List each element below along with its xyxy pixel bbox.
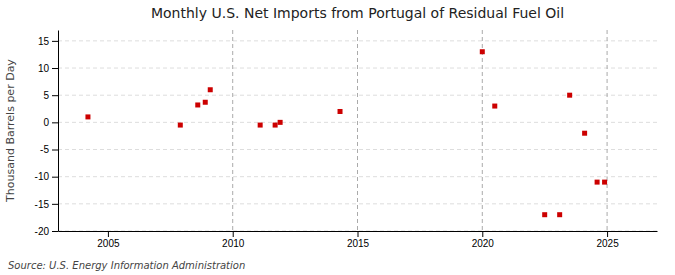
y-tick: 15 [38, 36, 58, 47]
plot-area: 2005 2010 2015 2020 2025 -20 -15 -10 -5 0 5 10 15 [35, 30, 658, 249]
x-tick-mark [607, 231, 608, 237]
y-tick-mark [52, 41, 58, 42]
point [195, 102, 200, 107]
x-tick: 2020 [472, 231, 495, 249]
y-tick-label: 5 [43, 90, 49, 101]
point [542, 212, 547, 217]
y-tick-mark [52, 231, 58, 232]
point [85, 114, 90, 119]
y-tick: 10 [38, 63, 58, 74]
point [557, 212, 562, 217]
point [492, 104, 497, 109]
point [480, 49, 485, 54]
y-tick: 5 [43, 90, 58, 101]
annotation: Source: U.S. Energy Information Administ… [8, 260, 245, 271]
point [258, 123, 263, 128]
y-axis: -20 -15 -10 -5 0 5 10 15 [35, 31, 59, 237]
x-axis: 2005 2010 2015 2020 2025 [59, 231, 658, 249]
x-tick-mark [108, 231, 109, 237]
point [278, 120, 283, 125]
y-tick-mark [52, 68, 58, 69]
x-tick: 2015 [347, 231, 370, 249]
x-tick-label: 2010 [222, 238, 245, 249]
point [595, 180, 600, 185]
x-tick-label: 2020 [472, 238, 495, 249]
y-tick-label: 0 [43, 117, 49, 128]
reference-lines [233, 30, 607, 231]
reference-line [232, 30, 233, 231]
reference-line [482, 30, 483, 231]
point [203, 100, 208, 105]
y-tick-label: 15 [38, 36, 50, 47]
chart: 2005 2010 2015 2020 2025 -20 -15 -10 -5 0 5 10 15 Mon… [0, 0, 675, 275]
y-tick-mark [52, 122, 58, 123]
grid-line [58, 203, 657, 204]
point [273, 123, 278, 128]
x-tick-label: 2005 [97, 238, 120, 249]
reference-line [357, 30, 358, 231]
y-tick: 0 [43, 117, 58, 128]
point [208, 87, 213, 92]
y-tick-mark [52, 204, 58, 205]
y-tick-mark [52, 150, 58, 151]
point [582, 131, 587, 136]
y-tick-label: -20 [35, 226, 50, 237]
title: Monthly U.S. Net Imports from Portugal o… [151, 5, 564, 21]
y-axis-title: Thousand Barrels per Day [4, 59, 17, 203]
y-tick-label: -10 [35, 171, 50, 182]
y-tick-label: -15 [35, 199, 50, 210]
y-axis-line [58, 31, 59, 232]
point [178, 123, 183, 128]
x-tick: 2025 [596, 231, 619, 249]
x-tick-label: 2015 [347, 238, 370, 249]
y-tick: -15 [35, 199, 58, 210]
point [602, 180, 607, 185]
y-tick: -20 [35, 226, 58, 237]
y-tick: -10 [35, 171, 58, 182]
y-tick-label: -5 [40, 144, 49, 155]
y-tick-mark [52, 95, 58, 96]
reference-line [607, 30, 608, 231]
x-tick-mark [358, 231, 359, 237]
x-tick: 2010 [222, 231, 245, 249]
y-tick: -5 [40, 144, 58, 155]
point [338, 109, 343, 114]
x-tick-mark [233, 231, 234, 237]
y-tick-mark [52, 177, 58, 178]
x-tick-label: 2025 [596, 238, 619, 249]
points [85, 49, 607, 217]
y-tick-label: 10 [38, 63, 50, 74]
x-tick-mark [482, 231, 483, 237]
x-tick: 2005 [97, 231, 120, 249]
point [567, 93, 572, 98]
